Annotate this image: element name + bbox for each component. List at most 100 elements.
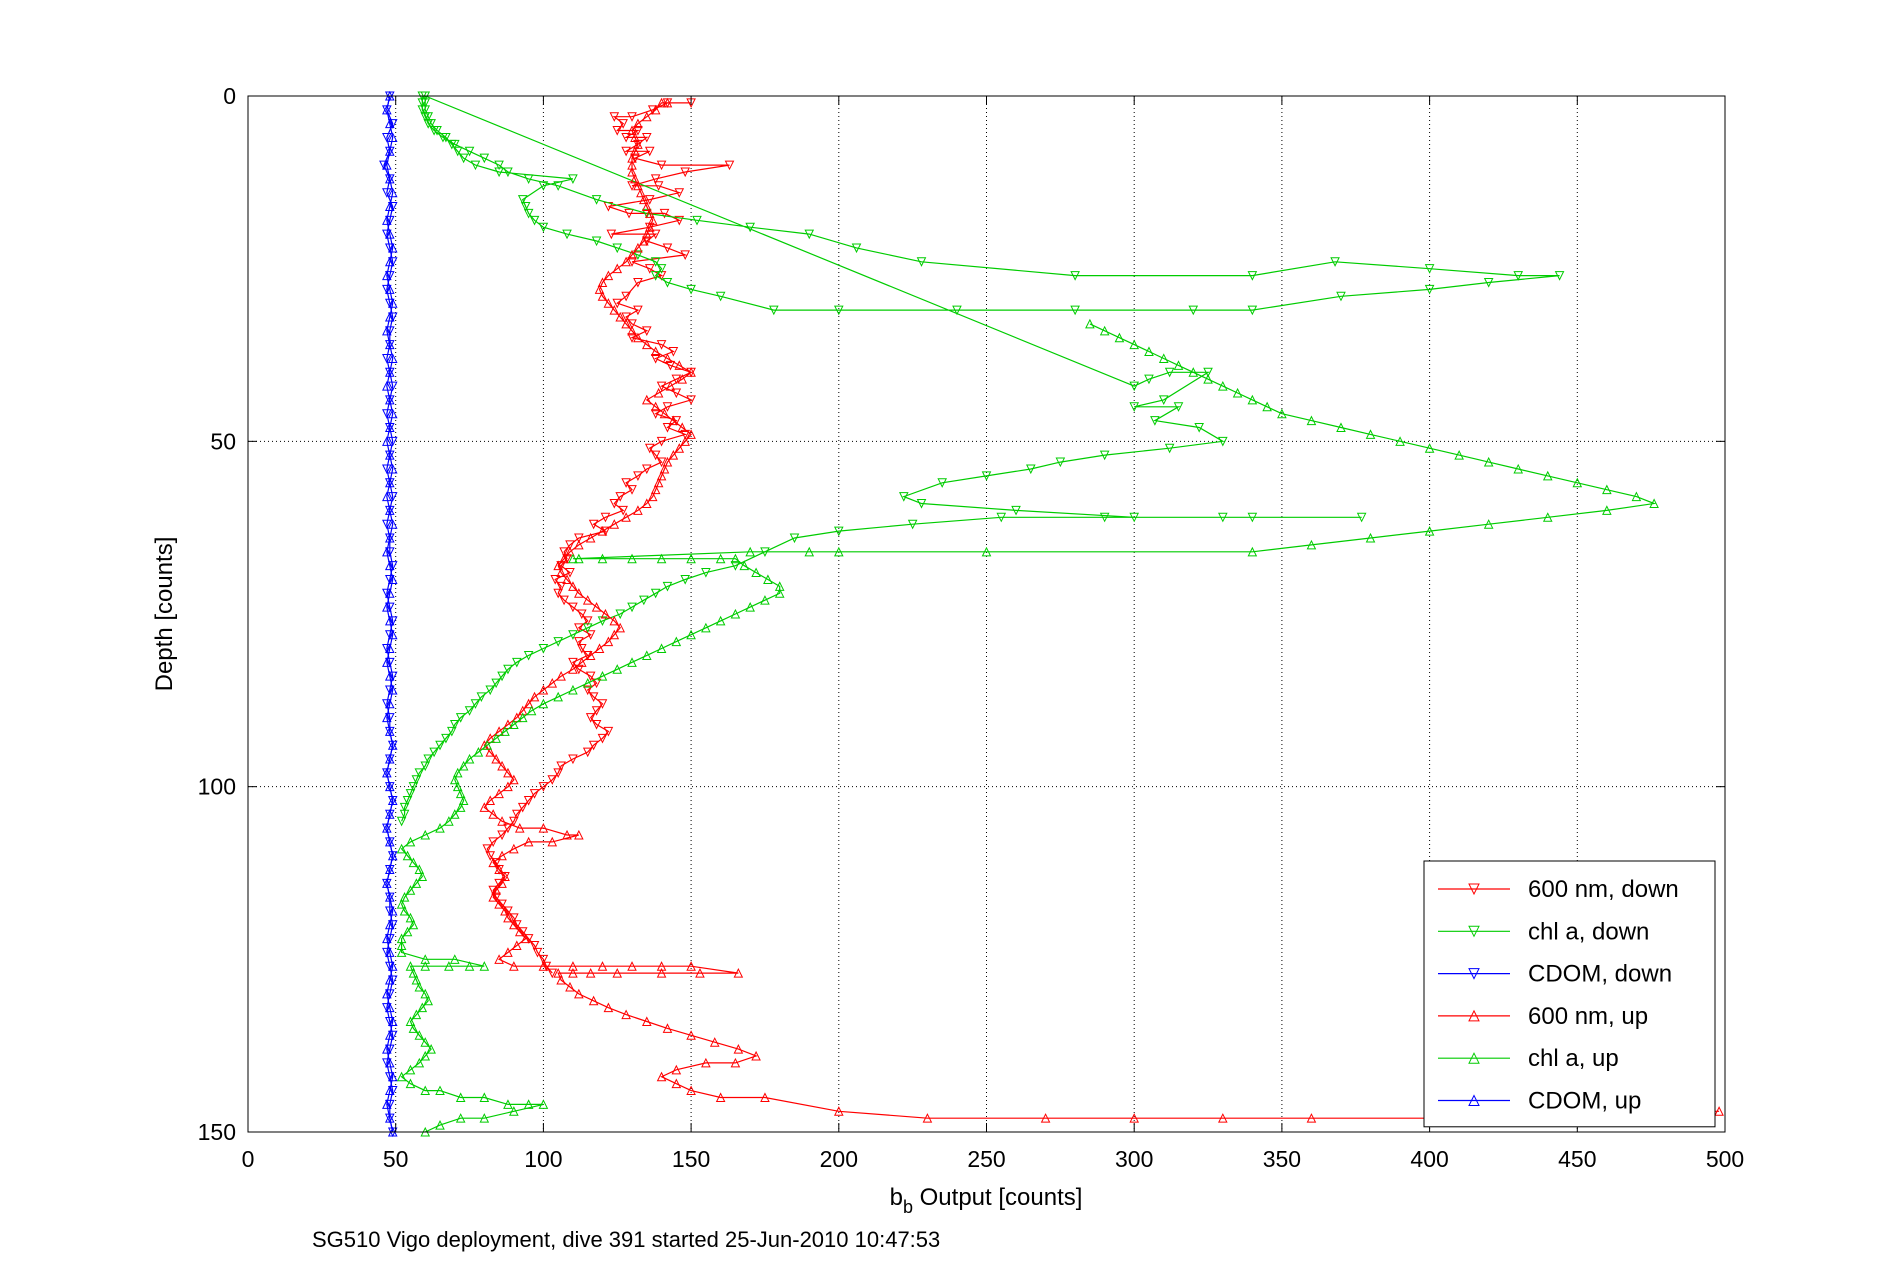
x-tick-label: 350 <box>1263 1146 1301 1172</box>
data-point-marker <box>553 637 563 647</box>
data-point-marker <box>1129 1113 1140 1123</box>
legend-label: chl a, up <box>1528 1045 1619 1072</box>
data-point-marker <box>609 498 620 509</box>
data-point-marker <box>382 188 392 198</box>
data-point-marker <box>411 775 422 785</box>
data-point-marker <box>591 601 602 612</box>
data-point-marker <box>739 560 750 571</box>
data-point-marker <box>411 974 422 985</box>
data-point-marker <box>408 968 419 978</box>
data-point-marker <box>686 1085 696 1096</box>
data-point-marker <box>435 1085 445 1096</box>
data-point-marker <box>671 374 682 385</box>
data-point-marker <box>562 574 572 584</box>
data-point-marker <box>1173 402 1184 412</box>
data-point-marker <box>653 477 664 488</box>
data-point-marker <box>656 160 667 171</box>
data-point-marker <box>479 961 490 971</box>
data-point-marker <box>447 139 457 150</box>
data-point-marker <box>630 146 640 156</box>
data-point-marker <box>594 284 605 294</box>
data-point-marker <box>674 360 685 370</box>
data-point-marker <box>1203 374 1213 384</box>
data-point-marker <box>582 623 593 633</box>
data-point-marker <box>523 698 534 709</box>
data-point-marker <box>384 477 395 488</box>
data-point-marker <box>382 1044 392 1054</box>
data-point-marker <box>591 706 602 716</box>
data-point-marker <box>384 560 395 571</box>
data-point-marker <box>559 595 569 606</box>
data-point-marker <box>639 235 649 246</box>
data-point-marker <box>387 1030 398 1041</box>
data-point-marker <box>464 706 475 716</box>
data-point-marker <box>1631 491 1642 502</box>
data-point-marker <box>1306 415 1317 426</box>
data-point-marker <box>491 885 501 895</box>
data-point-marker <box>627 325 637 336</box>
data-point-marker <box>414 768 425 778</box>
data-point-marker <box>588 692 599 702</box>
data-point-marker <box>565 981 575 992</box>
data-point-marker <box>384 547 395 557</box>
data-point-marker <box>686 429 696 439</box>
data-point-marker <box>399 905 410 916</box>
data-point-marker <box>449 774 460 785</box>
data-point-marker <box>1336 422 1346 433</box>
data-point-marker <box>529 941 540 951</box>
data-point-marker <box>1542 512 1553 522</box>
data-point-marker <box>523 650 534 661</box>
data-point-marker <box>411 1009 422 1020</box>
data-point-marker <box>671 1064 682 1075</box>
data-point-marker <box>382 464 392 475</box>
data-point-marker <box>1356 512 1367 523</box>
data-point-marker <box>656 968 667 978</box>
x-tick-label: 300 <box>1115 1146 1153 1172</box>
data-point-marker <box>804 546 815 557</box>
data-point-marker <box>1649 498 1659 508</box>
data-point-marker <box>630 153 640 164</box>
data-point-marker <box>556 581 566 592</box>
data-point-marker <box>715 1092 726 1102</box>
data-point-marker <box>387 920 398 930</box>
data-point-marker <box>701 622 711 633</box>
data-point-marker <box>559 553 569 564</box>
data-point-marker <box>585 630 596 640</box>
data-point-marker <box>556 671 566 681</box>
data-point-marker <box>650 104 661 115</box>
data-point-marker <box>387 298 398 308</box>
data-point-marker <box>452 767 463 778</box>
data-point-marker <box>384 961 395 972</box>
data-point-marker <box>503 912 513 923</box>
data-point-marker <box>647 105 658 115</box>
data-point-marker <box>745 546 755 557</box>
data-point-marker <box>656 97 667 108</box>
data-point-marker <box>547 968 558 979</box>
data-point-marker <box>384 781 395 792</box>
data-point-marker <box>677 374 688 384</box>
data-point-marker <box>382 325 392 336</box>
data-point-marker <box>1602 484 1612 495</box>
data-point-marker <box>382 284 392 295</box>
data-point-marker <box>686 1030 696 1040</box>
data-point-marker <box>594 643 605 654</box>
data-point-marker <box>384 809 395 819</box>
data-point-marker <box>636 187 646 198</box>
legend-label: chl a, down <box>1528 918 1649 945</box>
data-point-marker <box>396 843 407 854</box>
legend-marker <box>1468 968 1480 980</box>
data-point-marker <box>1262 401 1272 412</box>
data-point-marker <box>482 740 493 750</box>
data-point-marker <box>387 463 398 474</box>
data-point-marker <box>621 132 631 143</box>
data-point-marker <box>1099 512 1110 523</box>
data-point-marker <box>387 242 398 253</box>
data-point-marker <box>851 243 862 254</box>
x-tick-label: 0 <box>242 1146 255 1172</box>
data-point-marker <box>680 574 691 585</box>
data-point-marker <box>455 713 466 723</box>
data-point-marker <box>674 188 685 198</box>
data-point-marker <box>384 201 395 212</box>
data-point-marker <box>659 408 670 419</box>
